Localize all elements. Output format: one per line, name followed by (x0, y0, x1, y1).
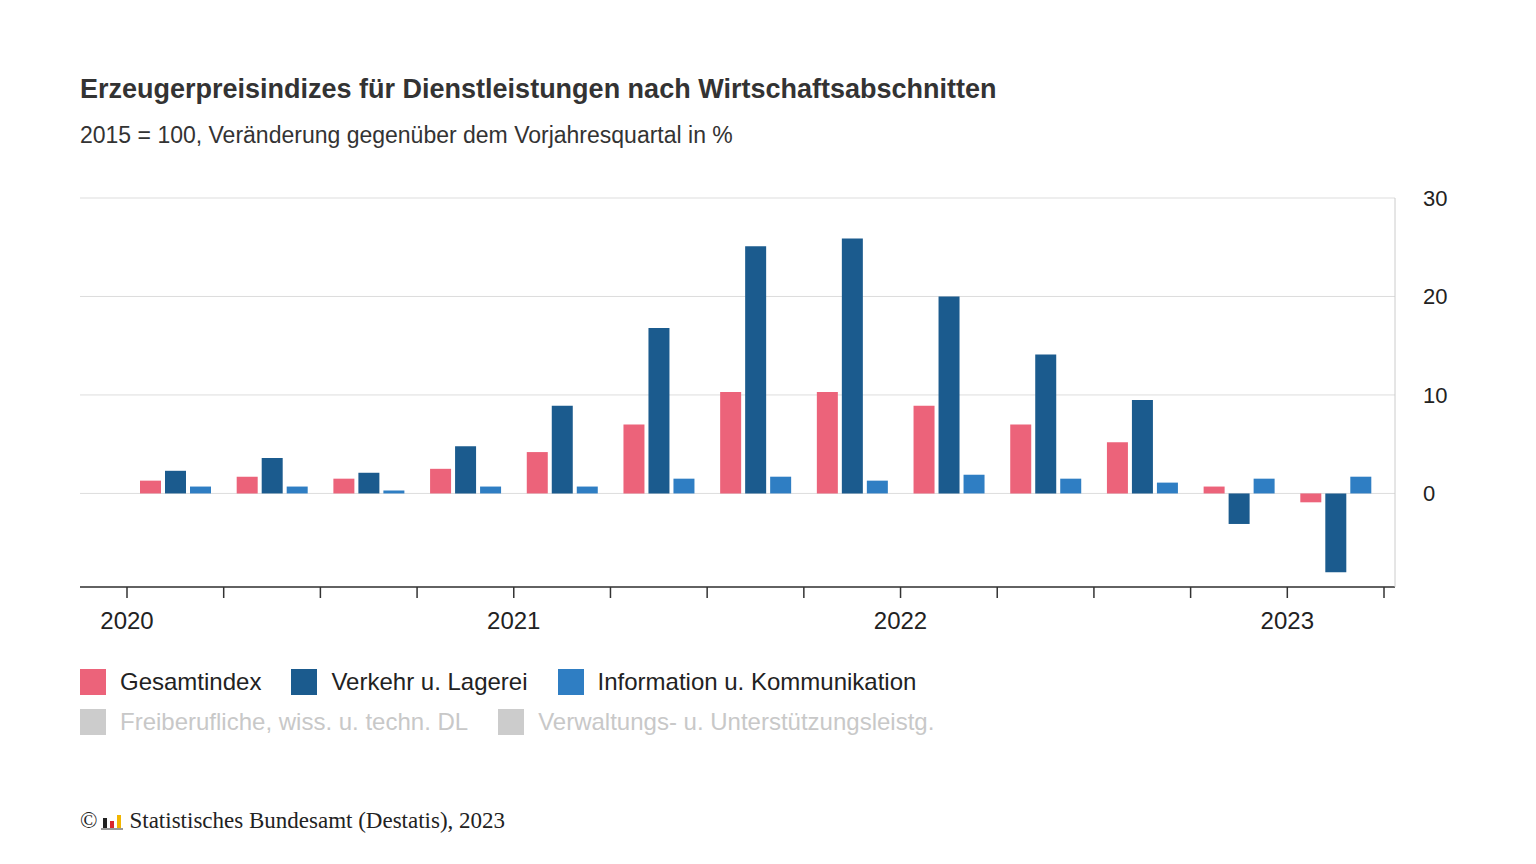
html-text:Statistisches Bundesamt (Desta: Statistisches Bundesamt (Destatis), 2023 (129, 808, 506, 833)
svg-text:2023: 2023 (1261, 607, 1314, 634)
html-text:Gesamtindex: Gesamtindex (120, 668, 262, 695)
html-text:2015 = 100, Veränderung gegenü: 2015 = 100, Veränderung gegenüber dem Vo… (80, 122, 733, 148)
html-text:Verwaltungs- u. Unterstützungs: Verwaltungs- u. Unterstützungsleistg. (538, 708, 935, 735)
svg-text:2022: 2022 (874, 607, 927, 634)
svg-text:20: 20 (1423, 284, 1447, 309)
html-text:Information u. Kommunikation: Information u. Kommunikation (597, 668, 917, 695)
svg-text:10: 10 (1423, 383, 1447, 408)
svg-text:2020: 2020 (100, 607, 153, 634)
svg-text:30: 30 (1423, 186, 1447, 211)
html-text:Verkehr u. Lagerei: Verkehr u. Lagerei (331, 668, 528, 695)
html-text:Erzeugerpreisindizes für Diens: Erzeugerpreisindizes für Dienstleistunge… (80, 74, 997, 104)
svg-text:2021: 2021 (487, 607, 540, 634)
svg-text:0: 0 (1423, 481, 1435, 506)
html-text:Freiberufliche, wiss. u. techn: Freiberufliche, wiss. u. techn. DL (120, 708, 469, 735)
